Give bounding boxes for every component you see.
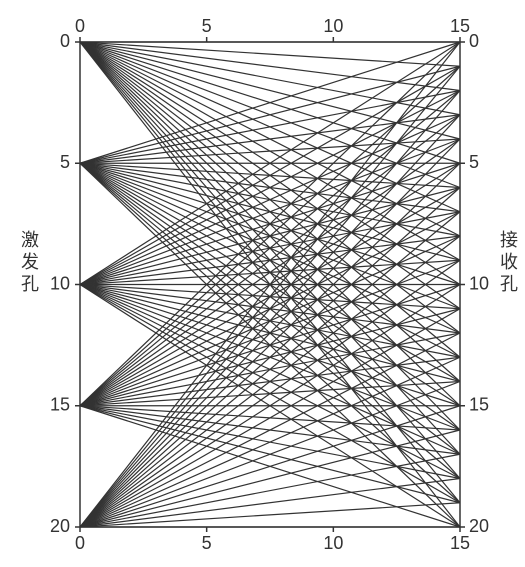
svg-text:0: 0: [60, 31, 70, 51]
ray-chart: 0510150510150510152005101520: [0, 0, 525, 567]
svg-text:15: 15: [450, 533, 470, 553]
svg-text:10: 10: [323, 533, 343, 553]
svg-text:5: 5: [469, 152, 479, 172]
svg-text:5: 5: [202, 16, 212, 36]
svg-text:15: 15: [469, 395, 489, 415]
svg-text:10: 10: [50, 273, 70, 293]
svg-text:5: 5: [202, 533, 212, 553]
svg-text:0: 0: [75, 533, 85, 553]
svg-text:10: 10: [469, 273, 489, 293]
svg-text:0: 0: [75, 16, 85, 36]
svg-text:5: 5: [60, 152, 70, 172]
ray-diagram-container: 激发孔 接收孔 0510150510150510152005101520: [0, 0, 525, 567]
svg-text:15: 15: [50, 395, 70, 415]
svg-text:0: 0: [469, 31, 479, 51]
svg-text:20: 20: [50, 516, 70, 536]
svg-text:10: 10: [323, 16, 343, 36]
svg-text:20: 20: [469, 516, 489, 536]
svg-text:15: 15: [450, 16, 470, 36]
